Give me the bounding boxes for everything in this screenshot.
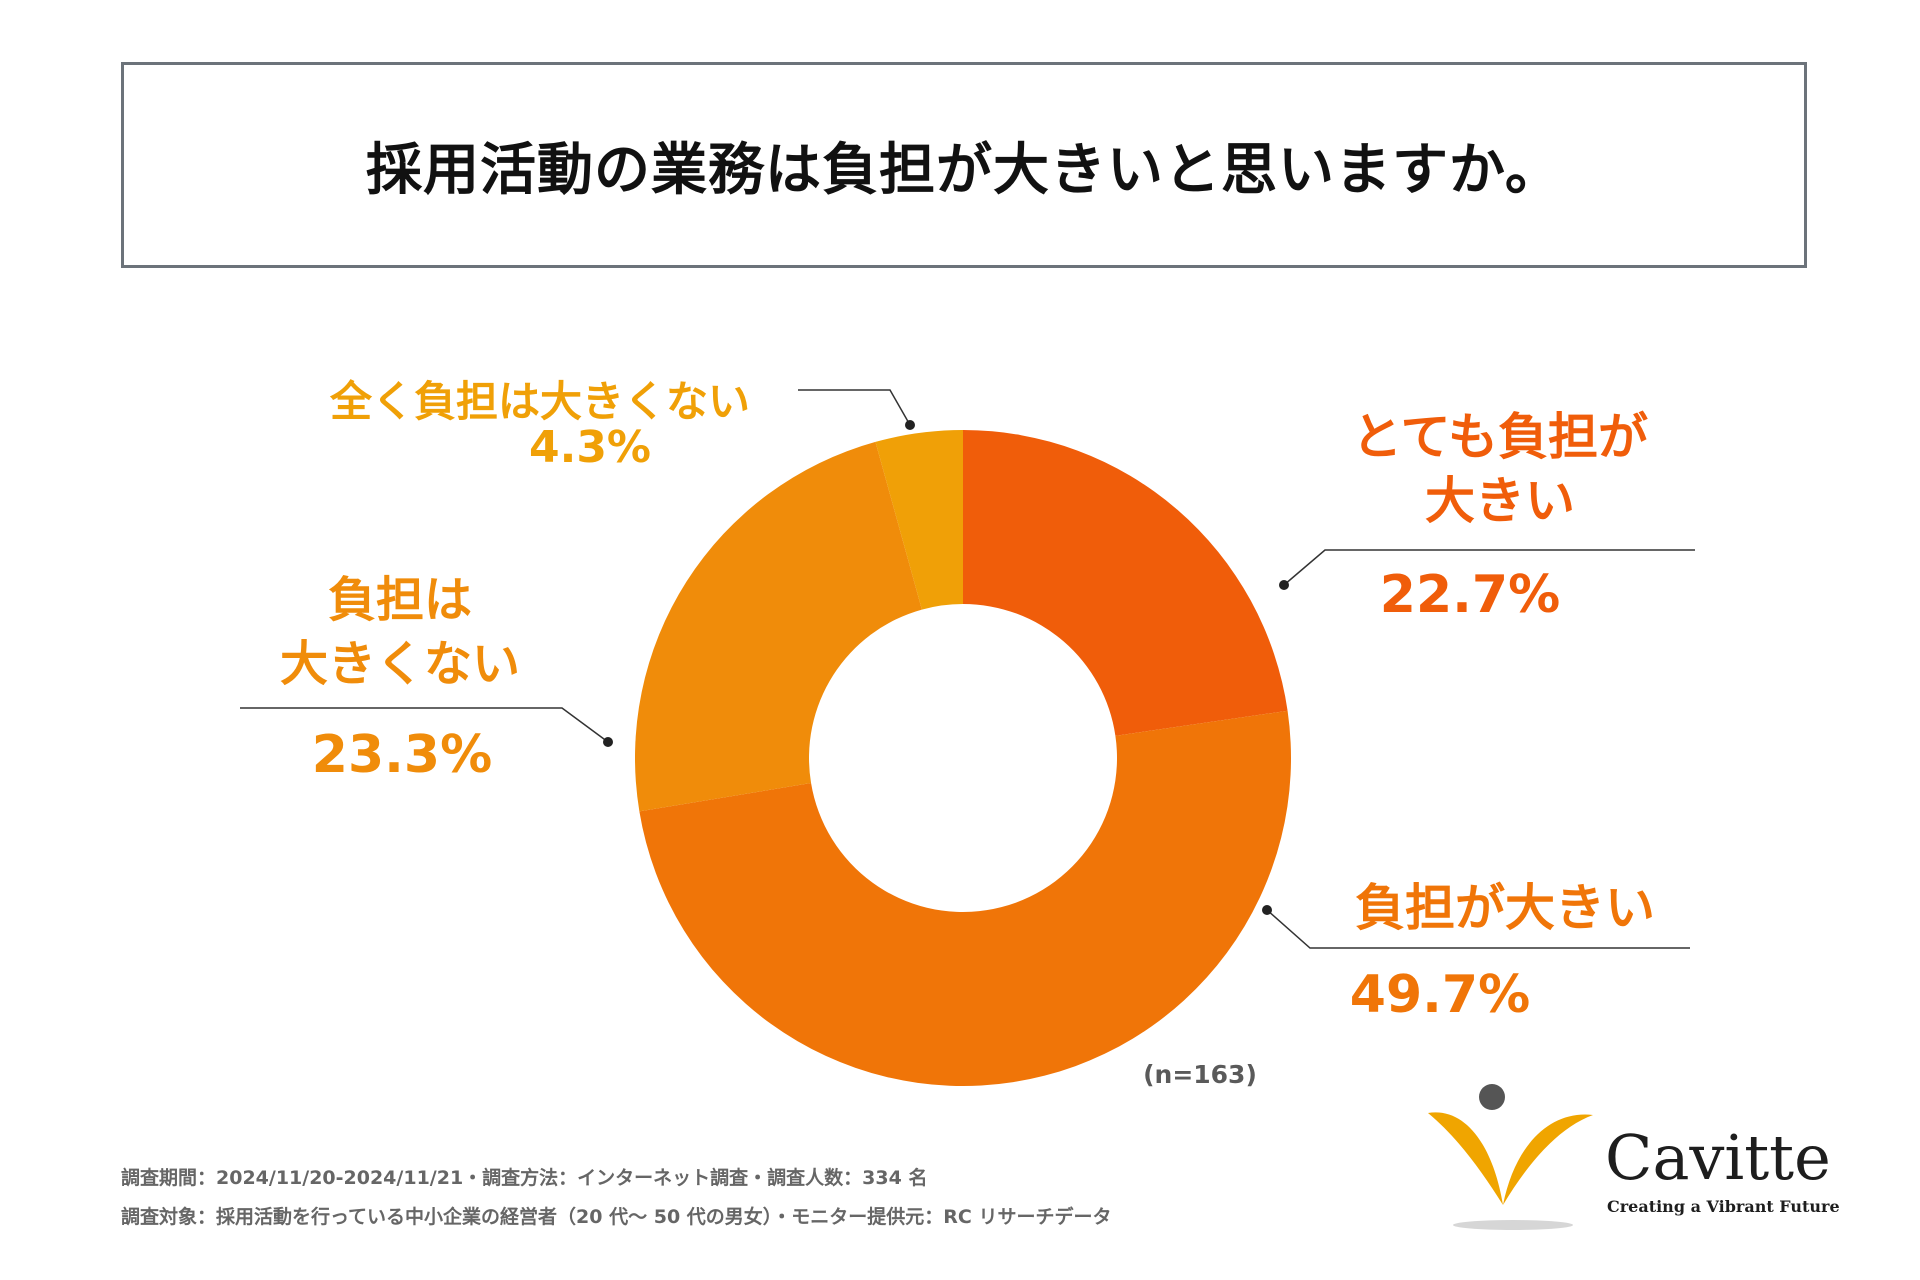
leader-dot-not-large — [603, 737, 613, 747]
label-very-large: とても負担が 大きい — [1300, 405, 1700, 533]
logo-tagline: Creating a Vibrant Future — [1607, 1197, 1840, 1216]
logo-swoosh-right — [1503, 1114, 1593, 1205]
label-very-large-line1: とても負担が — [1352, 408, 1648, 466]
value-large: 49.7% — [1349, 965, 1531, 1025]
leader-line-large — [1266, 909, 1690, 949]
cavitte-logo-mark — [1428, 1084, 1593, 1230]
title-box: 採用活動の業務は負担が大きいと思いますか。 — [121, 62, 1807, 268]
label-not-large-line1: 負担は — [327, 572, 472, 628]
label-not-at-all: 全く負担は大きくない — [329, 377, 750, 426]
slice-not-at-all — [875, 430, 963, 610]
logo-dot — [1479, 1084, 1505, 1110]
value-not-large: 23.3% — [311, 725, 493, 785]
leader-dot-large — [1262, 905, 1272, 915]
label-large: 負担が大きい — [1355, 879, 1655, 937]
label-not-large: 負担は 大きくない — [240, 568, 560, 696]
leader-line-not-at-all — [798, 389, 911, 426]
footer-survey-target: 調査対象：採用活動を行っている中小企業の経営者（20 代～ 50 代の男女）・モ… — [121, 1206, 1112, 1228]
logo-name: Cavitte — [1605, 1121, 1831, 1194]
leader-line-very-large — [1283, 549, 1695, 586]
footer-survey-period: 調査期間：2024/11/20-2024/11/21・調査方法：インターネット調… — [121, 1167, 928, 1189]
logo-shadow — [1453, 1220, 1573, 1230]
sample-size-note: (n=163) — [1143, 1060, 1257, 1089]
value-not-at-all: 4.3% — [528, 422, 652, 473]
label-not-large-line2: 大きくない — [279, 636, 520, 692]
leader-dot-not-at-all — [905, 420, 915, 430]
page-title: 採用活動の業務は負担が大きいと思いますか。 — [366, 137, 1562, 203]
leader-dot-very-large — [1279, 580, 1289, 590]
value-very-large: 22.7% — [1379, 565, 1561, 625]
leader-dots — [603, 420, 1289, 915]
cavitte-logo: Cavitte Creating a Vibrant Future — [1425, 1075, 1840, 1235]
slice-very-large — [963, 430, 1288, 736]
slice-not-large — [635, 441, 922, 812]
leader-lines — [240, 389, 1695, 949]
label-very-large-line2: 大きい — [1425, 472, 1575, 530]
slice-large — [639, 710, 1291, 1086]
leader-line-not-large — [240, 707, 609, 743]
chart-slices — [635, 430, 1291, 1086]
logo-swoosh-left — [1428, 1112, 1503, 1205]
